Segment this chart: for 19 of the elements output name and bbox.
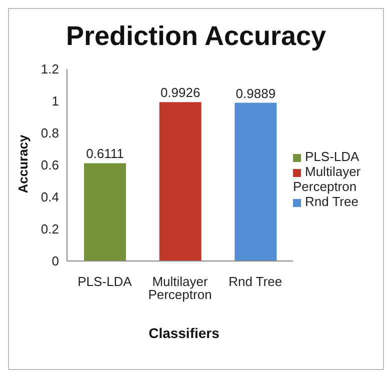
x-axis-title: Classifiers (148, 325, 220, 341)
legend-label: PLS-LDA (305, 149, 360, 164)
y-tick-label: 0.6 (40, 158, 59, 173)
x-tick-label: Rnd Tree (228, 274, 282, 290)
legend-label: Rnd Tree (305, 194, 358, 209)
y-tick-label: 1 (52, 94, 59, 109)
x-tick-label: PLS-LDA (78, 274, 132, 290)
x-tick-label: Multilayer Perceptron (148, 274, 212, 302)
chart-title: Prediction Accuracy (64, 21, 328, 52)
y-tick-label: 1.2 (40, 62, 59, 77)
legend-label: Multilayer Perceptron (293, 164, 361, 194)
y-tick-label: 0.2 (40, 222, 59, 237)
y-tick-label: 0.8 (40, 126, 59, 141)
data-label: 0.9926 (160, 85, 200, 100)
y-axis-title: Accuracy (16, 134, 30, 194)
data-label: 0.9889 (236, 86, 276, 101)
y-tick-label: 0.4 (40, 190, 59, 205)
y-tick-label: 0 (52, 254, 59, 269)
data-label: 0.6111 (86, 146, 124, 162)
